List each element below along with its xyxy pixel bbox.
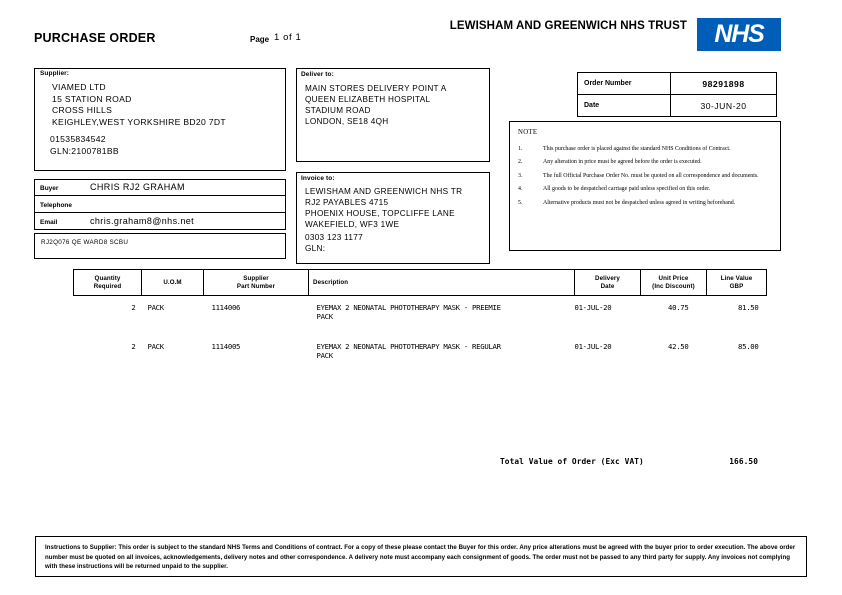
buyer-box (34, 179, 286, 230)
order-info-table: Order Number 98291898 Date 30-JUN-20 (577, 72, 777, 117)
table-row: 2 PACK 1114006 EYEMAX 2 NEONATAL PHOTOTHERA… (74, 296, 767, 336)
cell-unit-price: 40.75 (668, 303, 689, 312)
note-item-text: This purchase order is placed against th… (543, 146, 731, 152)
cell-uom: PACK (147, 303, 165, 312)
col-uom: U.O.M (141, 269, 204, 296)
buyer-value: CHRIS RJ2 GRAHAM (90, 182, 185, 192)
cell-delivery-date: 01-JUL-20 (574, 342, 612, 351)
cell-part-number: 1114006 (211, 303, 241, 312)
col-description: Description (308, 269, 575, 296)
col-supplier-part-number: Supplier Part Number (203, 269, 309, 296)
invoice-to-label: Invoice to: (301, 175, 335, 182)
supplier-label: Supplier: (40, 70, 70, 77)
invoice-to-box (296, 172, 490, 264)
cell-description: EYEMAX 2 NEONATAL PHOTOTHERAPY MASK - PR… (316, 303, 502, 321)
note-item-number: 2. (518, 159, 523, 166)
note-item-text: Any alteration in price must be agreed b… (543, 159, 702, 166)
buyer-telephone-label: Telephone (40, 202, 73, 209)
supplier-contact: 01535834542 GLN:2100781BB (50, 134, 119, 157)
page-title: PURCHASE ORDER (34, 31, 156, 45)
trust-name: LEWISHAM AND GREENWICH NHS TRUST (449, 20, 687, 32)
note-list: 1. This purchase order is placed against … (518, 144, 774, 211)
note-item-number: 4. (518, 186, 523, 193)
supplier-gln: GLN:2100781BB (50, 145, 119, 156)
supplier-telephone: 01535834542 (50, 134, 106, 144)
cell-delivery-date: 01-JUL-20 (574, 303, 612, 312)
col-line-value: Line Value GBP (706, 269, 767, 296)
cell-quantity: 2 (131, 303, 136, 312)
order-number-label: Order Number (577, 72, 671, 95)
nhs-logo: NHS (697, 18, 781, 51)
deliver-to-box (296, 68, 490, 162)
page-number: 1 of 1 (274, 32, 302, 43)
note-item: 2. Any alteration in price must be agreed… (518, 157, 774, 168)
telephone-row (34, 196, 286, 213)
order-number-row: Order Number 98291898 (577, 72, 777, 95)
note-item-text: The full Official Purchase Order No. mus… (543, 172, 759, 179)
table-header-row: Quantity Required U.O.M Supplier Part Numb… (73, 269, 767, 296)
note-box (509, 121, 781, 251)
cell-uom: PACK (147, 342, 165, 351)
buyer-row (34, 179, 286, 196)
order-date-value: 30-JUN-20 (670, 94, 777, 117)
note-item: 3. The full Official Purchase Order No. m… (518, 171, 774, 182)
reference-text: RJ2Q076 QE WARD8 SCBU (41, 239, 129, 246)
line-items-table: Quantity Required U.O.M Supplier Part Numb… (73, 269, 767, 374)
order-total: Total Value of Order (Exc VAT) 166.50 (500, 457, 766, 466)
buyer-email-value: chris.graham8@nhs.net (90, 216, 195, 226)
invoice-to-contact: 0303 123 1177 GLN: (305, 232, 363, 254)
buyer-email-label: Email (40, 219, 58, 226)
supplier-address: VIAMED LTD 15 STATION ROAD CROSS HILLS K… (52, 82, 226, 127)
note-item: 5. Alternative products must not be despa… (518, 198, 774, 209)
table-row: 2 PACK 1114005 EYEMAX 2 NEONATAL PHOTOTHERA… (74, 335, 767, 374)
buyer-label: Buyer (40, 185, 59, 192)
invoice-to-address: LEWISHAM AND GREENWICH NHS TR RJ2 PAYABL… (305, 187, 463, 229)
reference-box (34, 233, 286, 259)
note-item: 1. This purchase order is placed against … (518, 144, 774, 155)
invoice-telephone: 0303 123 1177 (305, 233, 363, 242)
footer-box (35, 536, 807, 577)
note-item-number: 3. (518, 172, 523, 179)
cell-line-value: 81.50 (738, 303, 759, 312)
note-item: 4. All goods to be despatched carriage pa… (518, 184, 774, 195)
col-quantity-required: Quantity Required (73, 269, 142, 296)
cell-unit-price: 42.50 (668, 342, 689, 351)
cell-line-value: 85.00 (738, 342, 759, 351)
note-item-number: 5. (518, 199, 523, 206)
page-label: Page (250, 35, 270, 44)
note-title: NOTE (518, 129, 538, 136)
invoice-gln: GLN: (305, 244, 326, 253)
note-item-text: All goods to be despatched carriage paid… (543, 186, 711, 193)
supplier-box (34, 68, 286, 171)
total-label: Total Value of Order (Exc VAT) (500, 457, 644, 466)
order-number-value: 98291898 (670, 72, 777, 95)
total-value: 166.50 (729, 457, 758, 466)
footer-instructions: Instructions to Supplier: This order is … (45, 544, 796, 571)
order-date-row: Date 30-JUN-20 (577, 94, 777, 117)
deliver-to-label: Deliver to: (301, 71, 334, 78)
note-item-text: Alternative products must not be despatc… (543, 199, 736, 206)
cell-quantity: 2 (131, 342, 136, 351)
cell-part-number: 1114005 (211, 342, 241, 351)
note-item-number: 1. (518, 146, 523, 152)
col-delivery-date: Delivery Date (574, 269, 641, 296)
deliver-to-address: MAIN STORES DELIVERY POINT A QUEEN ELIZA… (305, 84, 447, 126)
order-date-label: Date (577, 94, 671, 117)
cell-description: EYEMAX 2 NEONATAL PHOTOTHERAPY MASK - RE… (316, 342, 502, 360)
col-unit-price: Unit Price (Inc Discount) (640, 269, 707, 296)
